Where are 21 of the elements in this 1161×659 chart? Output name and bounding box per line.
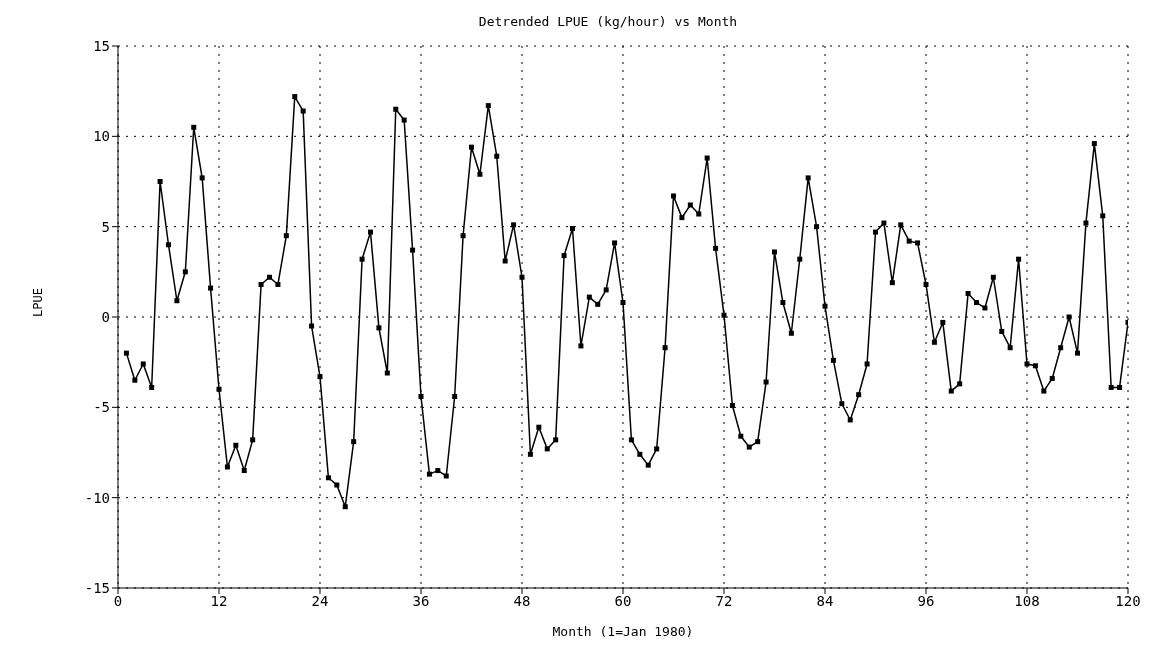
y-tick-label: 5: [101, 218, 110, 235]
y-tick-label: -15: [84, 579, 110, 596]
y-tick-label: 0: [101, 308, 110, 325]
y-tick-label: 15: [93, 37, 110, 54]
y-axis-title: LPUE: [31, 288, 46, 317]
y-tick-label: -10: [84, 489, 110, 506]
x-tick-label: 36: [412, 592, 430, 609]
x-tick-label: 12: [210, 592, 228, 609]
x-tick-label: 24: [311, 592, 329, 609]
y-tick-label: 10: [93, 128, 110, 145]
x-tick-label: 48: [513, 592, 531, 609]
x-tick-label: 84: [816, 592, 834, 609]
x-tick-label: 120: [1115, 592, 1141, 609]
y-tick-label: -5: [93, 399, 110, 416]
x-tick-label: 72: [715, 592, 733, 609]
x-tick-label: 0: [113, 592, 123, 609]
x-tick-label: 96: [917, 592, 935, 609]
x-tick-label: 108: [1014, 592, 1040, 609]
x-axis-title: Month (1=Jan 1980): [552, 624, 694, 639]
x-tick-label: 60: [614, 592, 632, 609]
chart-title: Detrended LPUE (kg/hour) vs Month: [477, 13, 739, 31]
